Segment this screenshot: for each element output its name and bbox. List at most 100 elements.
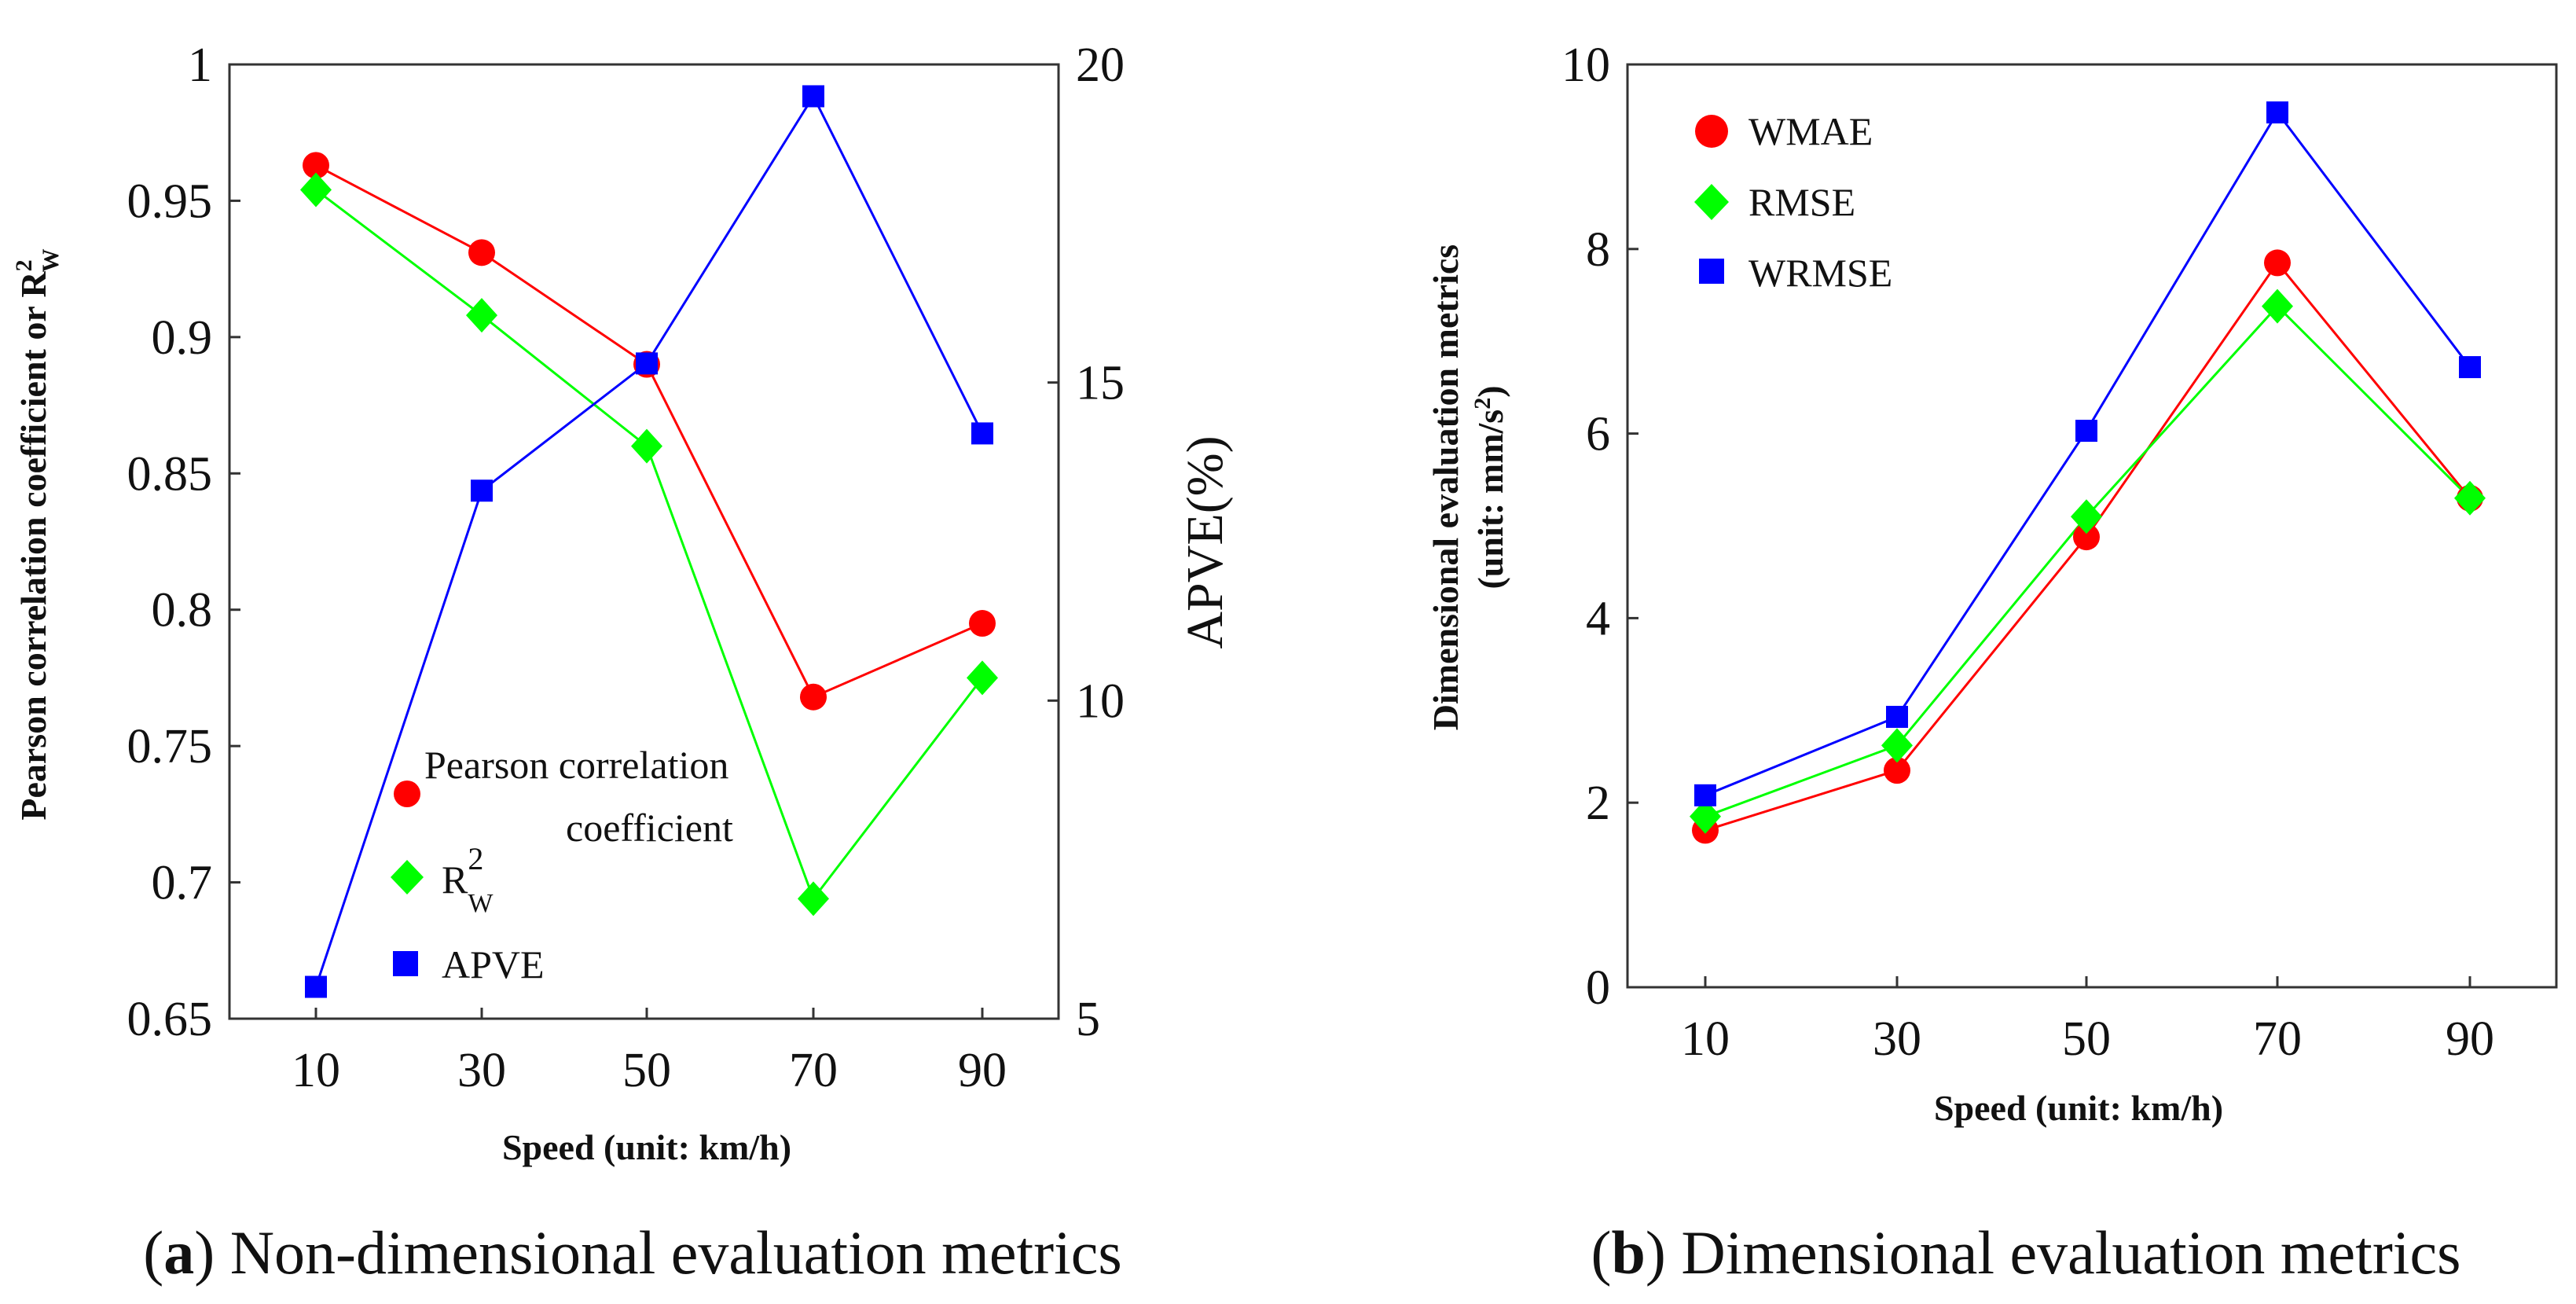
- y-tick-label: 6: [1586, 408, 1610, 461]
- data-point-r: [300, 172, 332, 208]
- series-line-apve: [314, 94, 984, 988]
- legend-label-rmse: RMSE: [1749, 180, 1855, 224]
- y-tick-label: 1: [188, 39, 212, 92]
- panel-a-right-y-ticks: 5 10 15 20: [1048, 39, 1125, 1046]
- y-tick-label: 0.8: [152, 584, 213, 637]
- y2-tick-label: 10: [1076, 674, 1125, 728]
- data-point-apve: [636, 352, 658, 375]
- data-point-apve: [305, 975, 327, 998]
- series-line-rmse: [1704, 304, 2471, 818]
- x-tick-label: 50: [2062, 1012, 2111, 1066]
- y-tick-label: 0.65: [127, 993, 213, 1046]
- panel-a-left-y-ticks: 0.65 0.7 0.75 0.8 0.85 0.9 0.95 1: [127, 39, 240, 1046]
- legend-label-r2w-sup: 2: [468, 841, 483, 876]
- panel-a-y-axis-label: Pearson correlation coefficient or R2W: [11, 248, 64, 820]
- data-point-apve: [471, 479, 493, 502]
- panel-a-y-axis-label-sub: W: [38, 248, 64, 272]
- legend-marker-r2w: [391, 860, 424, 894]
- y-tick-label: 4: [1586, 592, 1610, 645]
- series-line-pearson-correlation-coefficient: [315, 164, 983, 699]
- panel-b-plot-frame: [1626, 63, 2558, 989]
- panel-b-y-axis-label-line2: (unit: mm/s2): [1470, 385, 1510, 589]
- y-tick-label: 0.9: [152, 311, 213, 365]
- data-point-rmse: [2071, 499, 2102, 534]
- panel-a-caption-text: Non-dimensional evaluation metrics: [230, 1218, 1122, 1287]
- y2-tick-label: 15: [1076, 357, 1125, 410]
- panel-a-y-axis-label-text: Pearson correlation coefficient or R: [13, 271, 53, 821]
- legend-label-r2w-text: R: [442, 858, 468, 902]
- legend-label-wmae: WMAE: [1749, 109, 1873, 153]
- panel-b-chart: 0 2 4 6 8 10 10 30 50 70 90 Speed (unit: km/h) Di…: [1426, 39, 2558, 1287]
- x-tick-label: 30: [457, 1044, 506, 1097]
- panel-a-legend: Pearson correlation coefficient R2 W APVE: [391, 743, 733, 986]
- y-tick-label: 0: [1586, 961, 1610, 1015]
- data-point-wrmse: [2459, 356, 2481, 379]
- legend-marker-apve: [393, 951, 418, 976]
- panel-a-chart: 0.65 0.7 0.75 0.8 0.85 0.9 0.95 1 5 10 15 20 10 30 5…: [11, 39, 1234, 1287]
- legend-label-pearson-line2: coefficient: [566, 806, 733, 850]
- y-tick-label: 8: [1586, 223, 1610, 277]
- data-point-pearson-correlation-coefficient: [969, 610, 996, 637]
- data-point-wrmse: [1694, 784, 1716, 806]
- panel-a-x-ticks: 10 30 50 70 90: [292, 1008, 1007, 1097]
- data-point-wmae: [1884, 757, 1910, 784]
- legend-marker-rmse: [1694, 184, 1729, 220]
- panel-b-y-axis-unit-end: ): [1470, 385, 1510, 397]
- y2-tick-label: 5: [1076, 993, 1100, 1046]
- panel-b-y-axis-unit: (unit: mm/s: [1470, 410, 1510, 590]
- panel-b-y-ticks: 0 2 4 6 8 10: [1561, 39, 1638, 1015]
- data-point-pearson-correlation-coefficient: [468, 239, 495, 266]
- x-tick-label: 70: [2253, 1012, 2302, 1066]
- panel-b-x-ticks: 10 30 50 70 90: [1681, 976, 2494, 1066]
- data-point-rmse: [2454, 480, 2486, 516]
- legend-label-pearson-line1: Pearson correlation: [424, 743, 728, 787]
- panel-b-y-axis-label-line1: Dimensional evaluation metrics: [1426, 244, 1466, 730]
- legend-marker-pearson: [394, 781, 420, 807]
- x-tick-label: 10: [292, 1044, 340, 1097]
- data-point-rmse: [1690, 799, 1721, 834]
- legend-label-r2w: R2 W: [442, 841, 494, 918]
- y-tick-label: 0.95: [127, 174, 213, 228]
- y-tick-label: 0.75: [127, 720, 213, 773]
- legend-label-wrmse: WRMSE: [1749, 251, 1892, 295]
- data-point-rmse: [2262, 288, 2293, 324]
- y-tick-label: 2: [1586, 777, 1610, 830]
- panel-a-y-axis-label-sup: 2: [11, 259, 37, 271]
- panel-a-series-lines: [314, 94, 984, 988]
- y-tick-label: 0.7: [152, 857, 213, 910]
- x-tick-label: 90: [2446, 1012, 2494, 1066]
- x-tick-label: 50: [622, 1044, 671, 1097]
- data-point-wrmse: [1886, 706, 1908, 729]
- x-tick-label: 70: [789, 1044, 838, 1097]
- data-point-rmse: [1881, 728, 1913, 763]
- panel-b-caption: (b) Dimensional evaluation metrics: [1591, 1218, 2461, 1287]
- data-point-wmae: [2073, 523, 2100, 551]
- panel-a-x-axis-label: Speed (unit: km/h): [502, 1127, 791, 1167]
- data-point-wmae: [2264, 249, 2291, 277]
- data-point-apve: [802, 85, 824, 108]
- y-tick-label: 10: [1561, 39, 1610, 92]
- y2-tick-label: 20: [1076, 39, 1125, 92]
- data-point-r: [967, 660, 998, 696]
- panel-a-caption-letter: a: [163, 1218, 194, 1287]
- y-tick-label: 0.85: [127, 447, 213, 501]
- x-tick-label: 10: [1681, 1012, 1730, 1066]
- data-point-r: [631, 428, 662, 464]
- data-point-r: [798, 881, 829, 916]
- data-point-pearson-correlation-coefficient: [303, 152, 329, 179]
- panel-b-y-axis-unit-sup: 2: [1470, 398, 1495, 410]
- legend-marker-wmae: [1695, 115, 1728, 148]
- panel-b-legend: WMAE RMSE WRMSE: [1694, 109, 1892, 295]
- legend-label-r2w-sub: W: [468, 889, 494, 918]
- panel-b-caption-text: Dimensional evaluation metrics: [1681, 1218, 2460, 1287]
- panel-b-series-markers: [1690, 101, 2486, 844]
- panel-a-y2-axis-label: APVE(%): [1176, 435, 1234, 648]
- panel-a-plot-frame: [228, 63, 1060, 1020]
- data-point-wrmse: [2075, 420, 2097, 443]
- panel-b-x-axis-label: Speed (unit: km/h): [1934, 1088, 2223, 1128]
- data-point-wrmse: [2266, 101, 2288, 124]
- legend-marker-wrmse: [1699, 259, 1724, 284]
- data-point-r: [466, 298, 497, 333]
- x-tick-label: 30: [1873, 1012, 1921, 1066]
